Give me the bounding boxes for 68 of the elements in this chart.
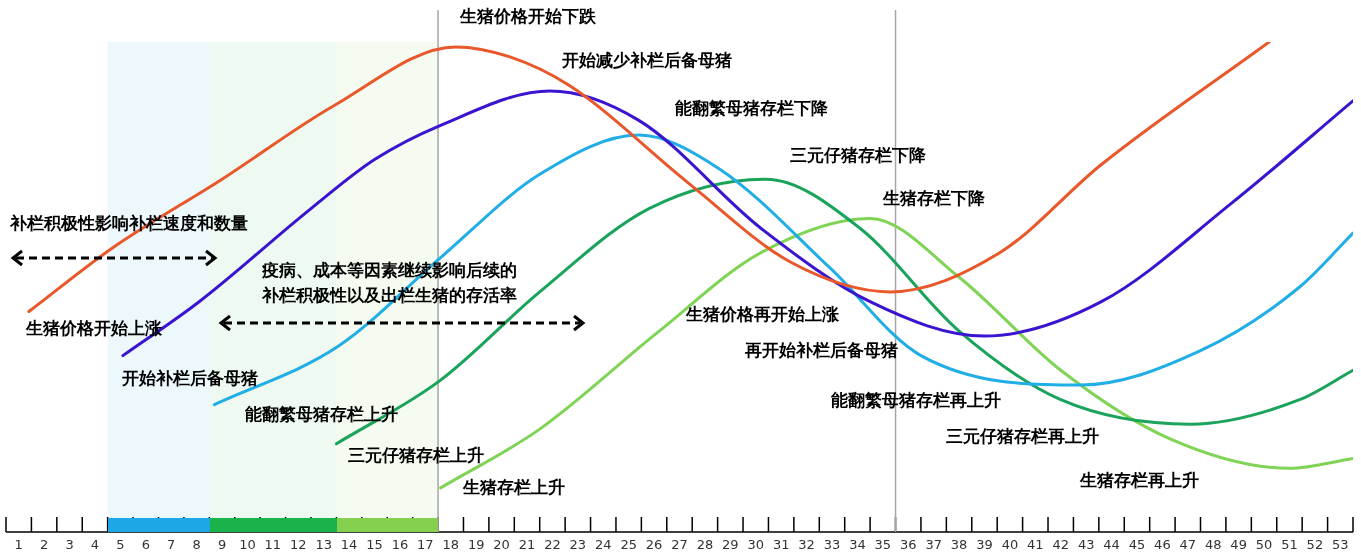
x-tick-label: 4 bbox=[90, 537, 100, 553]
annotation: 能翻繁母猪存栏再上升 bbox=[831, 390, 1001, 411]
x-tick-label: 43 bbox=[1077, 537, 1095, 553]
annotation: 能翻繁母猪存栏下降 bbox=[675, 98, 829, 119]
x-tick-label: 50 bbox=[1255, 537, 1273, 553]
x-tick-label: 14 bbox=[340, 537, 358, 553]
x-tick-label: 9 bbox=[217, 537, 227, 553]
x-tick-label: 41 bbox=[1027, 537, 1044, 553]
x-tick-label: 12 bbox=[290, 537, 307, 553]
x-tick-label: 3 bbox=[65, 537, 74, 553]
x-tick-label: 6 bbox=[141, 537, 150, 553]
x-tick-label: 39 bbox=[976, 537, 993, 553]
x-tick-label: 1 bbox=[14, 537, 23, 553]
x-tick-label: 30 bbox=[747, 537, 765, 553]
x-tick-label: 20 bbox=[493, 537, 510, 553]
x-tick-label: 32 bbox=[798, 537, 815, 553]
x-tick-label: 36 bbox=[899, 537, 917, 553]
annotation: 再开始补栏后备母猪 bbox=[744, 340, 898, 361]
x-tick-label: 18 bbox=[442, 537, 460, 553]
x-tick-label: 44 bbox=[1103, 537, 1120, 553]
x-tick-label: 53 bbox=[1332, 537, 1349, 553]
x-tick-label: 29 bbox=[722, 537, 739, 553]
x-tick-label: 10 bbox=[239, 537, 256, 553]
x-tick-label: 13 bbox=[315, 537, 332, 553]
x-tick-label: 11 bbox=[264, 537, 282, 553]
x-tick-label: 42 bbox=[1052, 537, 1069, 553]
x-tick-label: 24 bbox=[594, 537, 612, 553]
x-tick-label: 38 bbox=[950, 537, 968, 553]
x-tick-label: 17 bbox=[417, 537, 434, 553]
x-tick-label: 31 bbox=[772, 537, 790, 553]
x-tick-label: 23 bbox=[569, 537, 587, 553]
x-tick-label: 46 bbox=[1154, 537, 1171, 553]
x-tick-label: 26 bbox=[645, 537, 663, 553]
x-tick-label: 15 bbox=[366, 537, 383, 553]
annotation: 三元仔猪存栏下降 bbox=[790, 145, 927, 166]
x-tick-label: 51 bbox=[1281, 537, 1298, 553]
x-tick-label: 52 bbox=[1306, 537, 1324, 553]
x-tick-label: 5 bbox=[116, 537, 125, 553]
x-tick-label: 37 bbox=[925, 537, 942, 553]
x-tick-label: 2 bbox=[39, 537, 49, 553]
x-tick-label: 49 bbox=[1230, 537, 1247, 553]
x-tick-label: 7 bbox=[167, 537, 176, 553]
annotation: 生猪存栏上升 bbox=[462, 477, 565, 498]
annotation: 生猪价格开始上涨 bbox=[25, 318, 163, 339]
annotation: 开始减少补栏后备母猪 bbox=[561, 50, 732, 71]
x-tick-label: 21 bbox=[518, 537, 536, 553]
x-tick-label: 40 bbox=[1001, 537, 1019, 553]
x-tick-label: 19 bbox=[467, 537, 485, 553]
x-tick-label: 48 bbox=[1204, 537, 1222, 553]
x-tick-label: 28 bbox=[696, 537, 714, 553]
x-tick-label: 33 bbox=[823, 537, 841, 553]
annotation: 三元仔猪存栏再上升 bbox=[946, 426, 1099, 447]
x-tick-label: 47 bbox=[1179, 537, 1197, 553]
annotation: 补栏积极性以及出栏生猪的存活率 bbox=[261, 285, 517, 306]
annotation: 开始补栏后备母猪 bbox=[121, 368, 258, 389]
x-tick-label: 25 bbox=[620, 537, 637, 553]
annotation: 生猪价格再开始上涨 bbox=[685, 304, 840, 325]
annotation: 三元仔猪存栏上升 bbox=[348, 445, 484, 466]
x-tick-label: 45 bbox=[1128, 537, 1146, 553]
x-tick-label: 16 bbox=[391, 537, 409, 553]
x-tick-label: 34 bbox=[849, 537, 866, 553]
x-tick-label: 8 bbox=[192, 537, 201, 553]
annotation: 生猪存栏下降 bbox=[882, 188, 986, 209]
x-tick-label: 22 bbox=[544, 537, 561, 553]
annotation: 生猪存栏再上升 bbox=[1079, 470, 1199, 491]
x-tick-label: 35 bbox=[874, 537, 892, 553]
ref-line-label: 生猪价格开始下跌 bbox=[459, 6, 598, 27]
x-tick-label: 27 bbox=[671, 537, 688, 553]
